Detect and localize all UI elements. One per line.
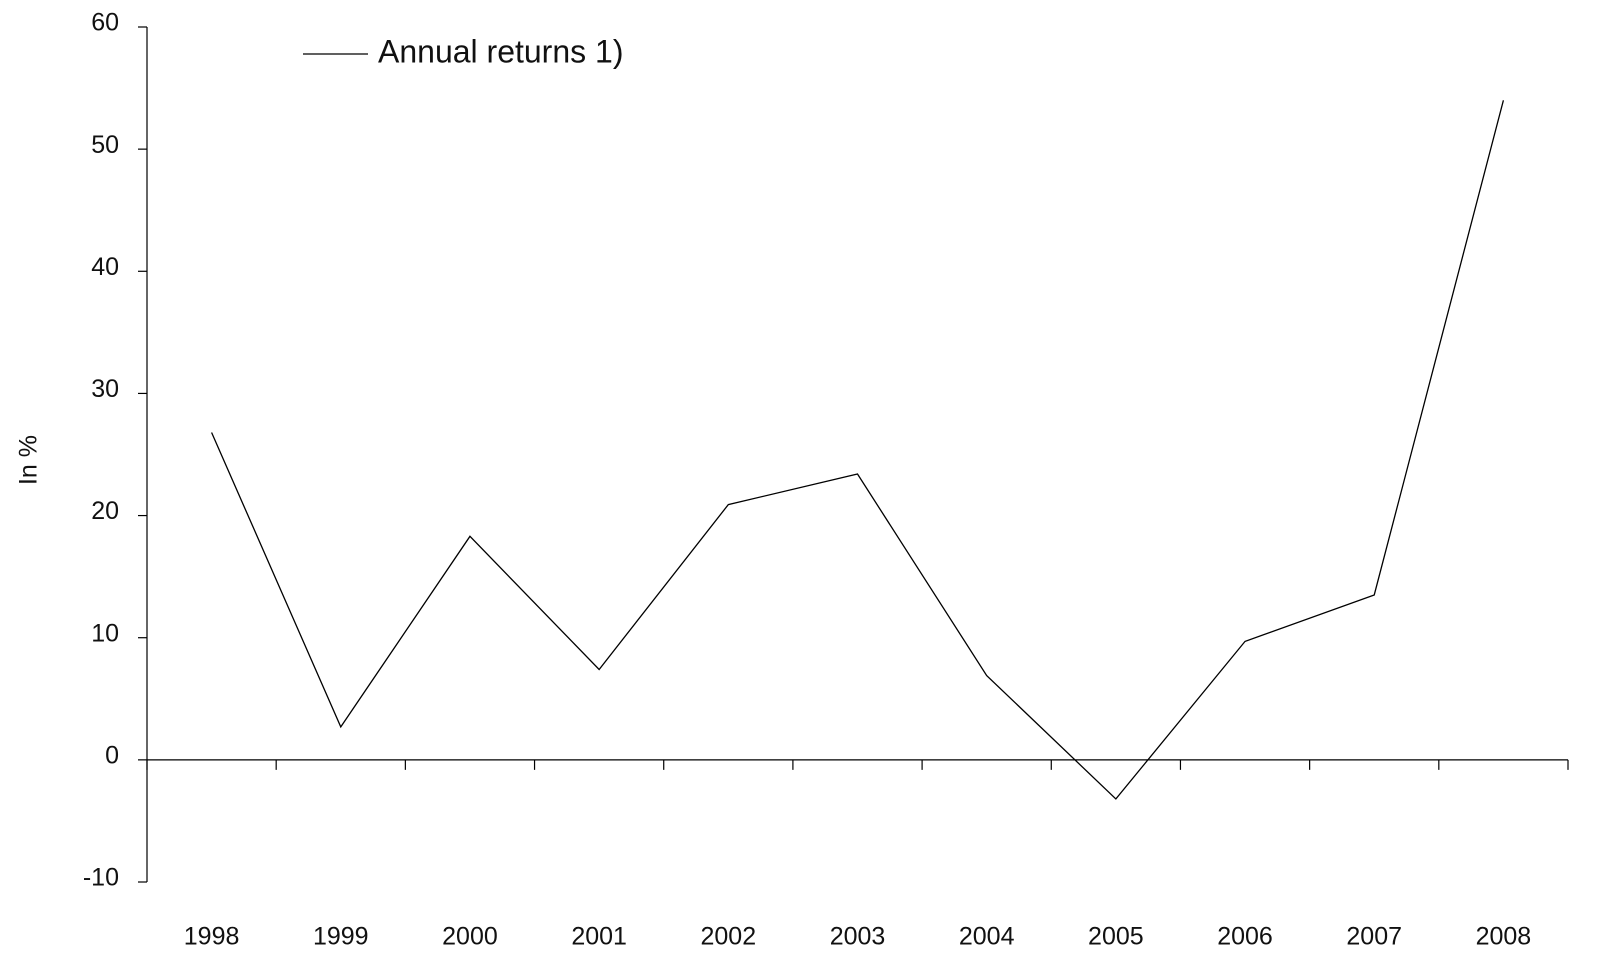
y-axis-label: In % [15,435,43,485]
y-tick-label: 10 [91,619,119,647]
x-tick-label: 1998 [184,923,240,951]
x-tick-label: 2007 [1346,923,1402,951]
y-tick-label: 50 [91,131,119,159]
x-tick-label: 2000 [442,923,498,951]
x-tick-label: 2005 [1088,923,1144,951]
x-tick-label: 2003 [830,923,886,951]
x-tick-label: 2004 [959,923,1015,951]
data-line [210,100,1505,800]
y-tick-label: 60 [91,9,119,37]
y-tick-label: 0 [105,741,119,769]
y-tick-label: 30 [91,375,119,403]
x-tick-label: 2001 [571,923,627,951]
y-tick-label: -10 [83,864,119,892]
x-tick-label: 1999 [313,923,369,951]
y-tick-label: 20 [91,497,119,525]
x-tick-label: 2002 [701,923,757,951]
y-tick-label: 40 [91,253,119,281]
legend-label: Annual returns 1) [378,33,623,69]
x-tick-label: 2006 [1217,923,1273,951]
x-tick-label: 2008 [1476,923,1532,951]
